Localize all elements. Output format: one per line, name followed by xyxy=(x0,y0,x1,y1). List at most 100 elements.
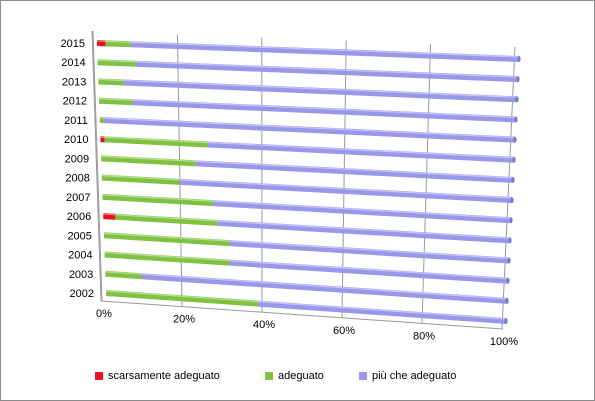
bar-segment-più-che-adeguato-2002 xyxy=(258,300,506,324)
x-tick-label-20%: 20% xyxy=(173,314,195,326)
bar-endcap xyxy=(513,136,517,143)
bar-segment-più-che-adeguato-2004 xyxy=(229,259,508,284)
x-tick-labels: 0% 20% 40% 60% 80% 100% xyxy=(96,308,518,348)
legend-label: scarsamente adeguato xyxy=(108,370,220,382)
bar-endcap xyxy=(516,76,520,83)
bar-segment-adeguato-2005 xyxy=(103,232,230,247)
bar-endcap xyxy=(509,217,513,224)
category-label-2006: 2006 xyxy=(67,211,91,223)
bar-segment-scarsamente-adeguato-2015 xyxy=(97,40,106,47)
bar-endcap xyxy=(504,318,508,324)
bar-segment-più-che-adeguato-2012 xyxy=(132,99,516,123)
bar-segment-adeguato-2010 xyxy=(104,136,208,148)
bar-segment-adeguato-2008 xyxy=(101,174,180,185)
bar-segment-scarsamente-adeguato-2010 xyxy=(100,136,105,143)
bar-segment-adeguato-2015 xyxy=(105,40,131,48)
bar-segment-più-che-adeguato-2003 xyxy=(141,273,507,304)
legend: scarsamente adeguato adeguato più che ad… xyxy=(1,369,594,387)
bar-segment-più-che-adeguato-2005 xyxy=(229,240,509,264)
category-label-2011: 2011 xyxy=(64,115,88,127)
legend-swatch-green xyxy=(265,372,273,380)
bar-highlight xyxy=(104,136,209,144)
category-label-2002: 2002 xyxy=(70,288,94,300)
gridline-vertical xyxy=(92,30,103,302)
bar-segment-scarsamente-adeguato-2006 xyxy=(103,213,116,220)
bar-highlight xyxy=(135,61,519,78)
bar-highlight xyxy=(179,179,513,199)
bar-highlight xyxy=(141,273,508,300)
bar-highlight xyxy=(99,98,133,101)
bar-segment-adeguato-2013 xyxy=(98,78,124,86)
bar-endcap xyxy=(512,156,516,163)
bar-endcap xyxy=(517,56,521,62)
bar-segment-adeguato-2007 xyxy=(102,193,213,207)
bar-segment-più-che-adeguato-2008 xyxy=(179,178,512,204)
bar-highlight xyxy=(105,40,131,43)
category-label-2015: 2015 xyxy=(61,38,85,50)
bar-highlight xyxy=(104,251,230,262)
bar-segment-adeguato-2006 xyxy=(115,213,218,226)
category-label-2003: 2003 xyxy=(69,269,93,281)
legend-label: più che adeguato xyxy=(372,370,457,382)
x-tick-label-40%: 40% xyxy=(253,319,275,331)
bar-segment-più-che-adeguato-2006 xyxy=(217,219,510,244)
bar-highlight xyxy=(229,260,509,280)
bar-endcap xyxy=(508,237,512,244)
legend-item-scarsamente-adeguato: scarsamente adeguato xyxy=(95,369,220,383)
category-label-2005: 2005 xyxy=(67,230,91,242)
bar-highlight xyxy=(103,213,116,216)
bar-highlight xyxy=(217,220,511,239)
category-label-2008: 2008 xyxy=(65,173,89,185)
bar-segment-più-che-adeguato-2007 xyxy=(212,200,512,224)
bar-highlight xyxy=(103,232,230,242)
legend-item-piu-che-adeguato: più che adeguato xyxy=(359,369,456,383)
bar-segment-più-che-adeguato-2009 xyxy=(195,160,513,183)
bar-highlight xyxy=(105,290,259,303)
bar-highlight xyxy=(257,301,507,320)
bars xyxy=(96,40,521,324)
bar-endcap xyxy=(511,176,515,183)
bar-segment-adeguato-2002 xyxy=(106,290,258,307)
category-label-2013: 2013 xyxy=(62,76,86,88)
bar-highlight xyxy=(229,240,510,260)
bar-endcap xyxy=(505,297,509,304)
bar-highlight xyxy=(195,160,514,179)
bar-segment-adeguato-2004 xyxy=(104,251,230,266)
bar-segment-adeguato-2009 xyxy=(101,155,196,167)
bar-segment-più-che-adeguato-2015 xyxy=(130,41,519,62)
x-tick-label-0%: 0% xyxy=(96,308,112,320)
bar-highlight xyxy=(130,41,520,58)
bar-highlight xyxy=(207,141,515,159)
floor-line xyxy=(100,300,504,330)
bar-highlight xyxy=(103,117,516,139)
bar-endcap xyxy=(506,277,510,284)
category-label-2012: 2012 xyxy=(63,96,87,108)
legend-item-adeguato: adeguato xyxy=(265,369,324,383)
category-label-2007: 2007 xyxy=(66,192,90,204)
bar-segment-più-che-adeguato-2011 xyxy=(103,117,515,143)
legend-swatch-purple xyxy=(359,372,367,380)
bar-highlight xyxy=(123,79,518,98)
bar-segment-più-che-adeguato-2013 xyxy=(123,79,518,103)
bar-segment-più-che-adeguato-2010 xyxy=(207,141,514,163)
category-labels: 2002 2003 2004 2005 2006 2007 2008 2009 2010 2011… xyxy=(61,38,94,300)
bar-endcap xyxy=(515,96,519,103)
bar-highlight xyxy=(132,99,517,119)
bar-highlight xyxy=(115,214,218,222)
bar-endcap xyxy=(514,116,518,123)
bar-endcap xyxy=(510,197,514,204)
x-tick-label-100%: 100% xyxy=(490,336,518,348)
category-label-2009: 2009 xyxy=(65,153,89,165)
bar-segment-adeguato-2011 xyxy=(99,116,104,124)
bar-highlight xyxy=(212,200,512,219)
bar-segment-adeguato-2003 xyxy=(105,270,142,280)
x-tick-label-60%: 60% xyxy=(333,325,355,337)
bar-highlight xyxy=(101,175,180,181)
bar-highlight xyxy=(97,59,136,63)
bar-segment-più-che-adeguato-2014 xyxy=(135,60,518,83)
bar-segment-adeguato-2012 xyxy=(99,97,133,106)
bar-highlight xyxy=(101,155,196,162)
category-label-2004: 2004 xyxy=(68,250,92,262)
chart-plot: 2002 2003 2004 2005 2006 2007 2008 2009 2010 2011… xyxy=(61,30,521,348)
